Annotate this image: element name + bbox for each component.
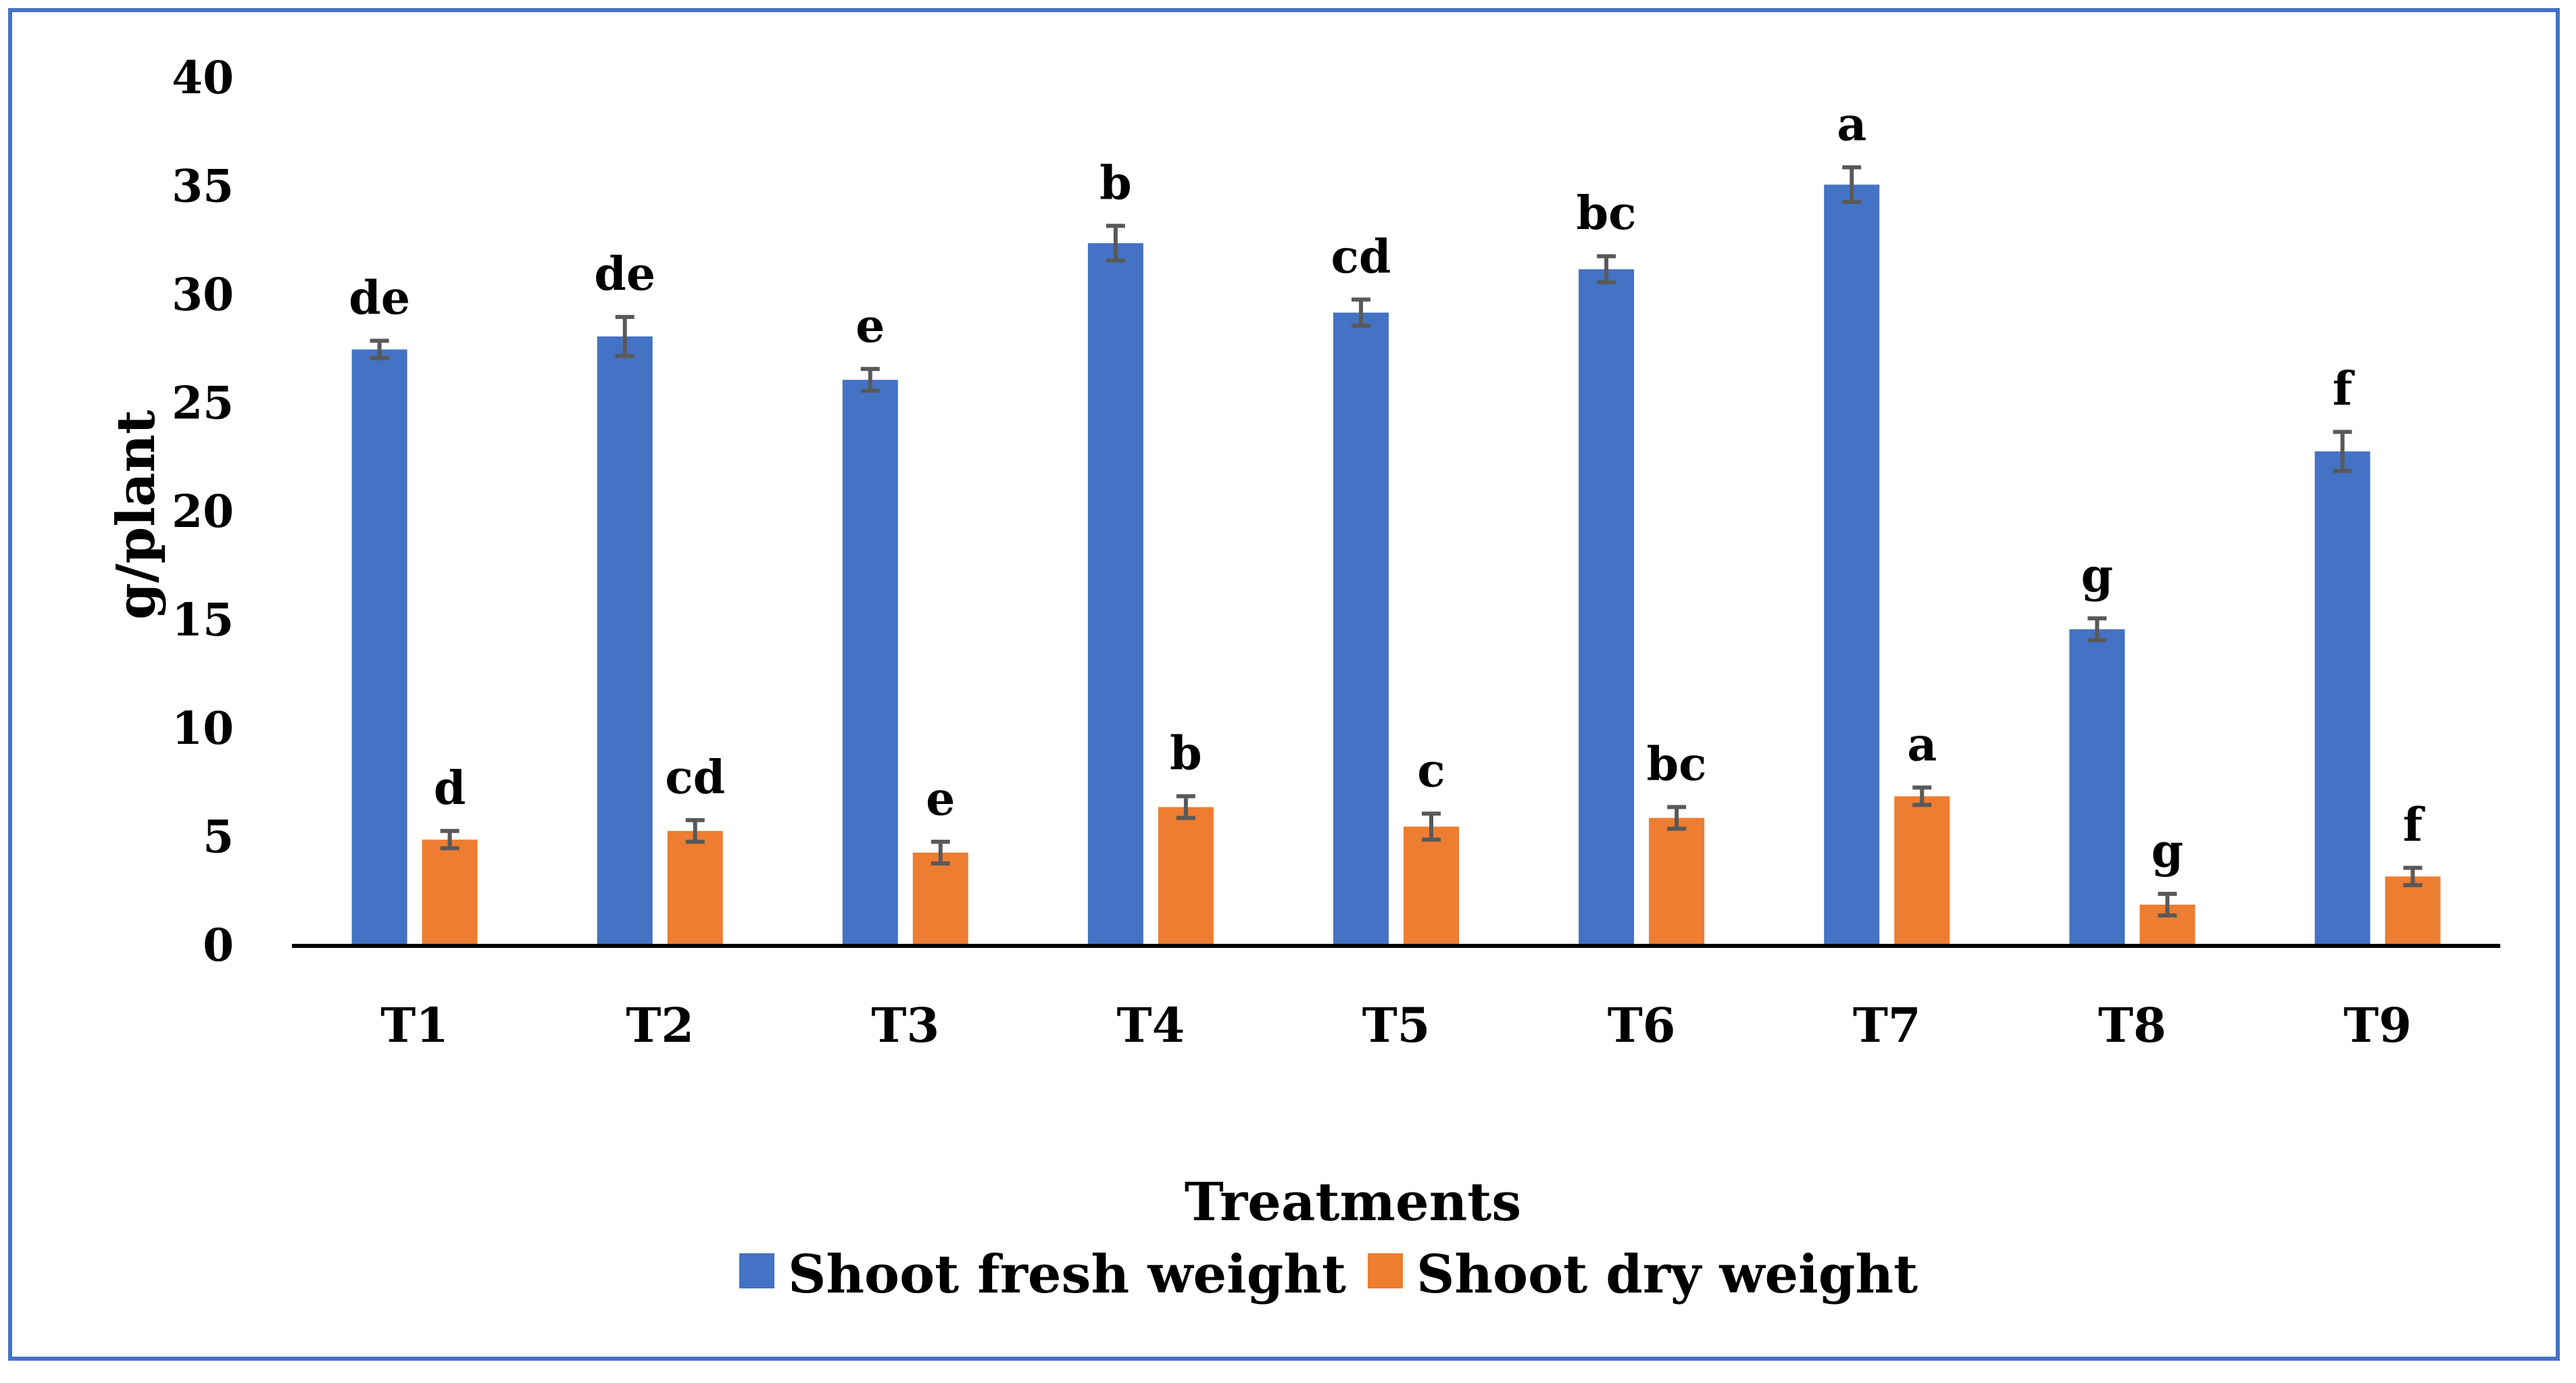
bar-dry-weight [1649, 818, 1705, 946]
error-bar [860, 367, 880, 393]
x-tick-label: T7 [1853, 997, 1921, 1053]
significance-letter: a [1837, 98, 1866, 152]
y-tick-label: 35 [172, 160, 234, 213]
significance-letter: b [1099, 156, 1132, 210]
significance-letter: cd [1331, 230, 1391, 284]
error-bar [685, 818, 705, 844]
y-tick-label: 15 [172, 594, 234, 647]
legend-swatch-fresh [739, 1253, 774, 1288]
bar-fresh-weight [1824, 184, 1880, 946]
bar-fresh-weight [1579, 269, 1635, 947]
significance-letter: c [1417, 744, 1445, 798]
significance-letters: de d de cd e e b b cd c bc bc a a g g f f [349, 98, 2425, 878]
y-axis-title: g/plant [105, 410, 167, 620]
legend: Shoot fresh weight Shoot dry weight [739, 1244, 1918, 1305]
error-bar [2087, 616, 2107, 643]
bar-fresh-weight [842, 380, 898, 946]
error-bar [615, 315, 635, 358]
bar-fresh-weight [2314, 451, 2371, 946]
error-bar [1106, 224, 1125, 263]
chart-frame [8, 8, 2560, 1361]
significance-letter: bc [1647, 738, 1707, 792]
error-bar [1667, 805, 1687, 831]
y-tick-label: 5 [203, 811, 234, 863]
y-axis-ticks: 0 5 10 15 20 25 30 35 40 [172, 51, 234, 972]
x-tick-label: T5 [1362, 997, 1431, 1053]
error-bar [1842, 165, 1862, 204]
bar-dry-weight [912, 852, 968, 946]
significance-letter: cd [665, 751, 725, 805]
x-axis-title: Treatments [1185, 1172, 1521, 1233]
error-bar [1422, 811, 1441, 842]
error-bar [1912, 785, 1932, 807]
significance-letter: e [926, 772, 955, 826]
bar-dry-weight [667, 830, 723, 946]
bar-dry-weight [2385, 876, 2441, 946]
error-bar [2333, 430, 2352, 474]
significance-letter: bc [1577, 186, 1637, 241]
error-bar [2403, 865, 2423, 888]
significance-letter: g [2081, 549, 2114, 603]
error-bar [2158, 891, 2177, 918]
error-bar [370, 338, 389, 361]
error-bar [1352, 297, 1370, 328]
legend-label-fresh: Shoot fresh weight [788, 1244, 1346, 1305]
significance-letter: g [2152, 824, 2184, 878]
significance-letter: f [2333, 362, 2355, 416]
error-bar [931, 839, 950, 866]
bar-dry-weight [1158, 807, 1214, 946]
x-tick-label: T2 [626, 997, 694, 1053]
bar-dry-weight [1404, 826, 1459, 946]
significance-letter: de [594, 247, 655, 301]
bar-fresh-weight [351, 349, 407, 946]
bar-fresh-weight [2069, 629, 2125, 946]
y-tick-label: 40 [172, 51, 234, 104]
error-bar [1176, 794, 1195, 820]
x-tick-label: T3 [871, 997, 939, 1053]
significance-letter: b [1170, 727, 1202, 781]
x-tick-label: T4 [1116, 997, 1185, 1053]
x-tick-label: T1 [380, 997, 449, 1053]
x-tick-label: T9 [2344, 997, 2412, 1053]
significance-letter: f [2403, 798, 2425, 852]
legend-swatch-dry [1368, 1253, 1403, 1288]
significance-letter: d [434, 761, 466, 815]
error-bars [370, 165, 2423, 918]
x-tick-label: T6 [1608, 997, 1676, 1053]
y-tick-label: 10 [172, 702, 234, 755]
bars [351, 184, 2441, 947]
bar-fresh-weight [1087, 243, 1143, 947]
y-tick-label: 25 [172, 377, 234, 430]
significance-letter: a [1907, 718, 1937, 772]
x-axis-ticks: T1 T2 T3 T4 T5 T6 T7 T8 T9 [380, 997, 2412, 1053]
error-bar [440, 828, 460, 851]
significance-letter: de [349, 271, 410, 325]
y-tick-label: 20 [172, 485, 234, 538]
x-tick-label: T8 [2098, 997, 2166, 1053]
bar-dry-weight [1894, 796, 1950, 946]
bar-fresh-weight [1333, 312, 1389, 946]
error-bar [1597, 254, 1616, 284]
y-tick-label: 0 [203, 919, 234, 972]
bar-dry-weight [422, 839, 478, 946]
bar-fresh-weight [597, 336, 653, 946]
legend-label-dry: Shoot dry weight [1416, 1244, 1918, 1305]
significance-letter: e [856, 299, 885, 353]
y-tick-label: 30 [172, 268, 234, 321]
